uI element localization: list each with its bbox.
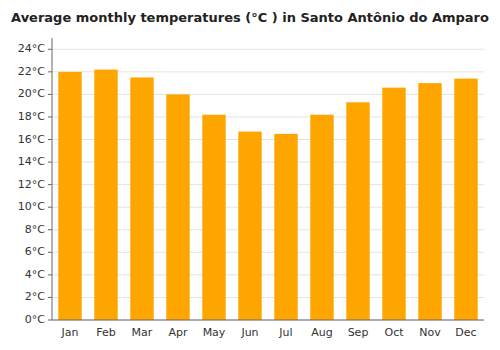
x-tick-label: Sep <box>348 326 369 339</box>
bar <box>418 83 441 320</box>
x-tick-label: Jan <box>61 326 79 339</box>
x-tick-label: Dec <box>455 326 476 339</box>
bar <box>94 70 117 320</box>
y-tick <box>48 71 52 72</box>
y-tick <box>48 49 52 50</box>
x-axis <box>52 320 484 321</box>
y-tick-label: 20°C <box>18 87 45 100</box>
grid-line <box>52 49 484 50</box>
y-tick-label: 0°C <box>25 313 45 326</box>
y-tick-label: 24°C <box>18 42 45 55</box>
y-tick-label: 22°C <box>18 65 45 78</box>
grid <box>52 49 484 320</box>
chart: 0°C 2°C 4°C 6°C 8°C 10°C 12°C 14°C 16°C 18°C 20°C 2… <box>0 0 500 350</box>
y-tick <box>48 162 52 163</box>
y-tick <box>48 139 52 140</box>
y-axis <box>52 38 53 320</box>
y-tick-label: 4°C <box>25 268 45 281</box>
x-tick-label: May <box>203 326 226 339</box>
y-tick <box>48 184 52 185</box>
bar <box>382 88 405 320</box>
bar <box>310 115 333 320</box>
bar <box>238 132 261 320</box>
y-tick <box>48 229 52 230</box>
y-tick <box>48 207 52 208</box>
y-tick <box>48 116 52 117</box>
bar <box>346 102 369 320</box>
x-tick-label: Oct <box>384 326 404 339</box>
x-tick-label: Nov <box>419 326 441 339</box>
bar <box>130 77 153 320</box>
y-tick <box>48 274 52 275</box>
bars <box>58 70 477 320</box>
x-tick-label: Mar <box>132 326 153 339</box>
x-tick-label: Apr <box>168 326 188 339</box>
bar <box>58 72 81 320</box>
x-tick-label: Aug <box>311 326 332 339</box>
x-tick-label: Feb <box>96 326 115 339</box>
bar <box>166 94 189 320</box>
x-tick-label: Jul <box>278 326 292 339</box>
y-tick-label: 2°C <box>25 290 45 303</box>
y-tick-label: 12°C <box>18 178 45 191</box>
y-tick-label: 18°C <box>18 110 45 123</box>
bar <box>274 134 297 320</box>
y-tick-label: 14°C <box>18 155 45 168</box>
y-tick-label: 10°C <box>18 200 45 213</box>
y-tick <box>48 297 52 298</box>
y-tick-label: 16°C <box>18 133 45 146</box>
y-tick-label: 8°C <box>25 223 45 236</box>
y-tick <box>48 94 52 95</box>
x-tick-label: Jun <box>240 326 258 339</box>
title: Average monthly temperatures (°C ) in Sa… <box>11 10 489 25</box>
bar <box>454 79 477 320</box>
y-tick <box>48 252 52 253</box>
y-tick-label: 6°C <box>25 245 45 258</box>
grid-line <box>52 320 484 321</box>
bar <box>202 115 225 320</box>
y-tick <box>48 320 52 321</box>
